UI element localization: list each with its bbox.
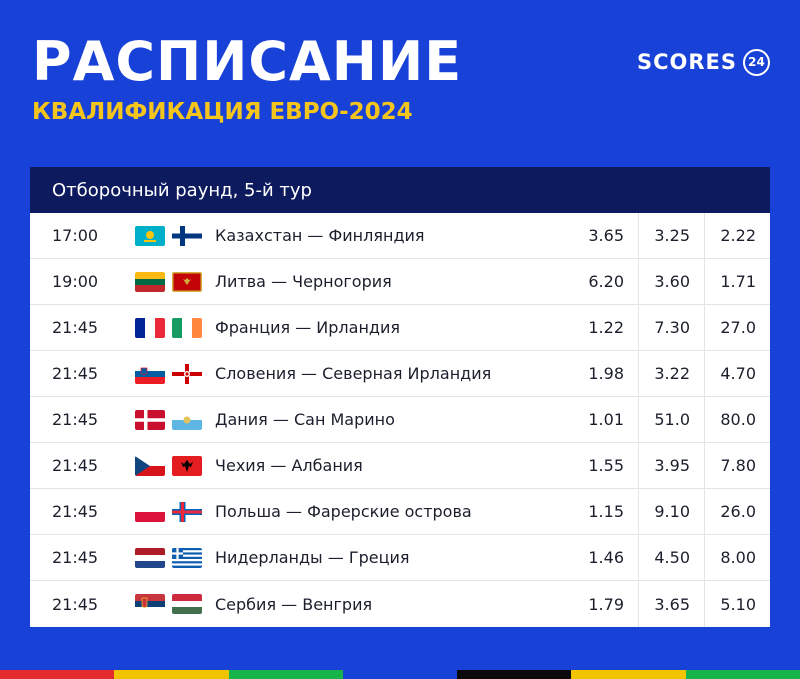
match-time: 19:00 xyxy=(52,272,99,291)
match-row: 21:45 Сербия — Венгрия 1.79 3.65 5.10 xyxy=(30,581,770,627)
match-list: 17:00 Казахстан — Финляндия 3.65 3.25 2.22 19… xyxy=(30,212,770,627)
odds-draw: 3.25 xyxy=(638,212,704,259)
flag-czechia-icon xyxy=(135,455,165,476)
bottom-color-stripe xyxy=(0,670,800,679)
match-row: 21:45 Франция — Ирландия 1.22 7.30 27.0 xyxy=(30,304,770,351)
match-teams: Франция — Ирландия xyxy=(215,318,400,337)
flag-northern-ireland-icon xyxy=(172,363,202,384)
flag-poland-icon xyxy=(135,501,165,522)
odds-draw: 3.65 xyxy=(638,581,704,627)
match-row: 21:45 Дания — Сан Марино 1.01 51.0 80.0 xyxy=(30,396,770,443)
odds-draw: 4.50 xyxy=(638,534,704,581)
stripe-segment xyxy=(685,670,800,679)
odds-home-win: 1.46 xyxy=(588,548,624,567)
match-time: 17:00 xyxy=(52,226,99,245)
schedule-panel: Отборочный раунд, 5-й тур 17:00 Казахстан… xyxy=(30,167,770,627)
match-teams: Сербия — Венгрия xyxy=(215,594,373,614)
match-time: 21:45 xyxy=(52,364,99,383)
stripe-segment xyxy=(114,670,229,679)
stripe-segment xyxy=(457,670,572,679)
match-flags xyxy=(135,409,215,430)
odds-draw: 7.30 xyxy=(638,304,704,351)
odds-away-win: 2.22 xyxy=(704,212,770,259)
flag-slovenia-icon xyxy=(135,363,165,384)
match-teams: Чехия — Албания xyxy=(215,456,363,475)
odds-home-win: 1.15 xyxy=(588,502,624,521)
match-teams: Дания — Сан Марино xyxy=(215,410,395,429)
page-subtitle: КВАЛИФИКАЦИЯ ЕВРО-2024 xyxy=(32,99,413,125)
stripe-segment xyxy=(228,670,343,679)
odds-home-win: 1.79 xyxy=(588,594,624,614)
match-flags xyxy=(135,271,215,292)
match-flags xyxy=(135,594,215,614)
odds-home-win: 1.01 xyxy=(588,410,624,429)
flag-montenegro-icon xyxy=(172,271,202,292)
stripe-segment xyxy=(0,670,115,679)
odds-away-win: 27.0 xyxy=(704,304,770,351)
flag-france-icon xyxy=(135,317,165,338)
match-flags xyxy=(135,363,215,384)
odds-away-win: 8.00 xyxy=(704,534,770,581)
stripe-segment xyxy=(571,670,686,679)
odds-home-win: 1.98 xyxy=(588,364,624,383)
flag-greece-icon xyxy=(172,547,202,568)
match-teams: Казахстан — Финляндия xyxy=(215,226,425,245)
odds-away-win: 4.70 xyxy=(704,350,770,397)
odds-home-win: 1.22 xyxy=(588,318,624,337)
match-row: 21:45 Словения — Северная Ирландия 1.98 3.2… xyxy=(30,350,770,397)
odds-away-win: 80.0 xyxy=(704,396,770,443)
flag-hungary-icon xyxy=(172,594,202,614)
flag-denmark-icon xyxy=(135,409,165,430)
odds-draw: 9.10 xyxy=(638,488,704,535)
odds-draw: 3.22 xyxy=(638,350,704,397)
page-title: РАСПИСАНИЕ xyxy=(32,30,463,93)
match-flags xyxy=(135,317,215,338)
match-time: 21:45 xyxy=(52,594,99,614)
odds-away-win: 1.71 xyxy=(704,258,770,305)
match-teams: Польша — Фарерские острова xyxy=(215,502,472,521)
odds-draw: 51.0 xyxy=(638,396,704,443)
brand-badge: 24 xyxy=(743,48,770,76)
match-flags xyxy=(135,547,215,568)
odds-home-win: 6.20 xyxy=(588,272,624,291)
flag-albania-icon xyxy=(172,455,202,476)
brand-logo: SCORES 24 xyxy=(637,46,770,78)
odds-draw: 3.95 xyxy=(638,442,704,489)
match-row: 21:45 Чехия — Албания 1.55 3.95 7.80 xyxy=(30,442,770,489)
odds-home-win: 1.55 xyxy=(588,456,624,475)
match-teams: Литва — Черногория xyxy=(215,272,392,291)
match-row: 17:00 Казахстан — Финляндия 3.65 3.25 2.22 xyxy=(30,212,770,259)
flag-san-marino-icon xyxy=(172,409,202,430)
match-row: 21:45 Польша — Фарерские острова 1.15 9.10 2… xyxy=(30,488,770,535)
match-teams: Словения — Северная Ирландия xyxy=(215,364,492,383)
match-row: 21:45 Нидерланды — Греция 1.46 4.50 8.00 xyxy=(30,534,770,581)
odds-home-win: 3.65 xyxy=(588,226,624,245)
match-time: 21:45 xyxy=(52,456,99,475)
stripe-segment xyxy=(342,670,458,679)
odds-draw: 3.60 xyxy=(638,258,704,305)
match-time: 21:45 xyxy=(52,502,99,521)
match-time: 21:45 xyxy=(52,410,99,429)
flag-finland-icon xyxy=(172,225,202,246)
flag-serbia-icon xyxy=(135,594,165,614)
flag-faroe-islands-icon xyxy=(172,501,202,522)
match-flags xyxy=(135,455,215,476)
odds-away-win: 26.0 xyxy=(704,488,770,535)
match-time: 21:45 xyxy=(52,318,99,337)
flag-netherlands-icon xyxy=(135,547,165,568)
odds-away-win: 7.80 xyxy=(704,442,770,489)
match-flags xyxy=(135,501,215,522)
match-row: 19:00 Литва — Черногория 6.20 3.60 1.71 xyxy=(30,258,770,305)
match-flags xyxy=(135,225,215,246)
round-header: Отборочный раунд, 5-й тур xyxy=(30,167,770,213)
flag-ireland-icon xyxy=(172,317,202,338)
match-teams: Нидерланды — Греция xyxy=(215,548,410,567)
flag-lithuania-icon xyxy=(135,271,165,292)
brand-text: SCORES xyxy=(636,50,737,74)
flag-kazakhstan-icon xyxy=(135,225,165,246)
match-time: 21:45 xyxy=(52,548,99,567)
odds-away-win: 5.10 xyxy=(704,581,770,627)
